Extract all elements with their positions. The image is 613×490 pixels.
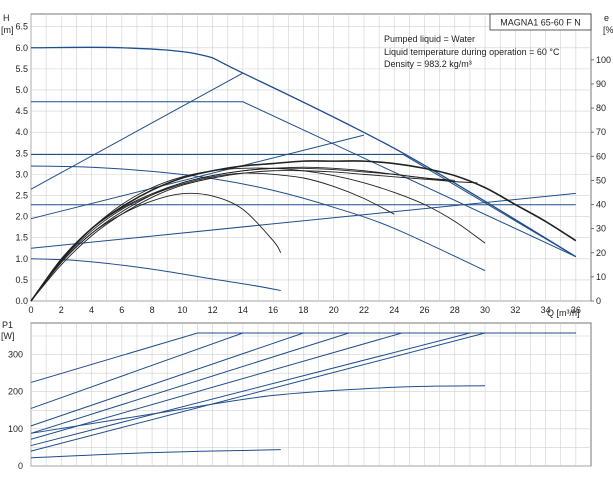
- head-tick-label: 1.0: [15, 254, 28, 264]
- model-label-box: [489, 13, 592, 31]
- power-curve: [30, 449, 281, 459]
- efficiency-tick-label: 100: [596, 55, 611, 65]
- efficiency-tick-label: 0: [596, 296, 601, 306]
- head-tick-label: 6.0: [15, 43, 28, 53]
- flow-tick-label: 8: [150, 305, 155, 315]
- head-tick-label: 5.0: [15, 85, 28, 95]
- flow-tick-label: 6: [119, 305, 124, 315]
- model-label: MAGNA1 65-60 F N: [500, 18, 581, 28]
- head-tick-label: 0.0: [15, 296, 28, 306]
- flow-tick-label: 12: [208, 305, 218, 315]
- efficiency-tick-label: 70: [596, 127, 606, 137]
- head-tick-label: 2.0: [15, 212, 28, 222]
- power-curve: [30, 385, 486, 434]
- efficiency-curve: [30, 167, 455, 302]
- power-axes: 0 100 200 300: [8, 350, 23, 471]
- head-grid: [30, 13, 592, 302]
- head-curve: [30, 258, 281, 291]
- head-tick-label: 4.0: [15, 127, 28, 137]
- flow-tick-label: 16: [268, 305, 278, 315]
- power-tick-label: 100: [8, 424, 23, 434]
- head-plot-frame: [30, 13, 592, 302]
- efficiency-curve: [30, 167, 486, 302]
- efficiency-tick-label: 80: [596, 103, 606, 113]
- efficiency-tick-label: 50: [596, 175, 606, 185]
- efficiency-tick-label: 30: [596, 224, 606, 234]
- flow-tick-label: 32: [510, 305, 520, 315]
- head-tick-label: 3.0: [15, 169, 28, 179]
- flow-tick-label: 22: [359, 305, 369, 315]
- head-tick-label: 2.5: [15, 190, 28, 200]
- efficiency-tick-label: 20: [596, 248, 606, 258]
- head-curve: [31, 154, 577, 258]
- flow-tick-label: 18: [298, 305, 308, 315]
- power-axis-title: P1: [2, 320, 13, 330]
- efficiency-axis-unit: [%]: [603, 25, 613, 35]
- head-tick-label: 0.5: [15, 275, 28, 285]
- efficiency-tick-label: 90: [596, 79, 606, 89]
- flow-tick-label: 10: [177, 305, 187, 315]
- head-axes: 0 2 4 6 8 10 12 14 16 18 20 22 24 26 28 30 32 34 360.00.51…: [15, 22, 611, 315]
- flow-tick-label: 28: [450, 305, 460, 315]
- head-tick-label: 1.5: [15, 233, 28, 243]
- power-axis-unit: [W]: [1, 331, 15, 341]
- efficiency-curve: [30, 160, 577, 302]
- head-tick-label: 4.5: [15, 106, 28, 116]
- head-axis-unit: [m]: [1, 25, 14, 35]
- flow-tick-label: 20: [329, 305, 339, 315]
- efficiency-tick-label: 60: [596, 151, 606, 161]
- head-curve: [30, 165, 486, 272]
- flow-tick-label: 0: [28, 305, 33, 315]
- flow-tick-label: 4: [89, 305, 94, 315]
- flow-tick-label: 30: [480, 305, 490, 315]
- head-axis-title: H: [3, 13, 10, 23]
- flow-axis-title: Q [m³/h]: [547, 308, 580, 318]
- head-tick-label: 3.5: [15, 148, 28, 158]
- info-temperature: Liquid temperature during operation = 60…: [384, 47, 560, 57]
- system-curve: [30, 72, 244, 190]
- efficiency-curves: [30, 160, 577, 302]
- efficiency-tick-label: 10: [596, 272, 606, 282]
- info-liquid: Pumped liquid = Water: [384, 34, 475, 44]
- head-tick-label: 5.5: [15, 64, 28, 74]
- flow-tick-label: 26: [420, 305, 430, 315]
- efficiency-axis-title: e: [604, 13, 609, 23]
- info-density: Density = 983.2 kg/m³: [384, 59, 472, 69]
- power-tick-label: 0: [18, 461, 23, 471]
- flow-tick-label: 2: [59, 305, 64, 315]
- flow-tick-label: 24: [389, 305, 399, 315]
- power-tick-label: 200: [8, 387, 23, 397]
- power-curve: [30, 332, 576, 452]
- head-tick-label: 6.5: [15, 22, 28, 32]
- system-curve: [30, 192, 576, 249]
- power-tick-label: 300: [8, 350, 23, 360]
- efficiency-tick-label: 40: [596, 200, 606, 210]
- flow-tick-label: 34: [541, 305, 551, 315]
- power-curves: [30, 332, 576, 459]
- flow-tick-label: 36: [571, 305, 581, 315]
- efficiency-curve: [30, 172, 395, 302]
- efficiency-curve: [30, 192, 282, 302]
- flow-tick-label: 14: [238, 305, 248, 315]
- system-curve: [30, 134, 365, 220]
